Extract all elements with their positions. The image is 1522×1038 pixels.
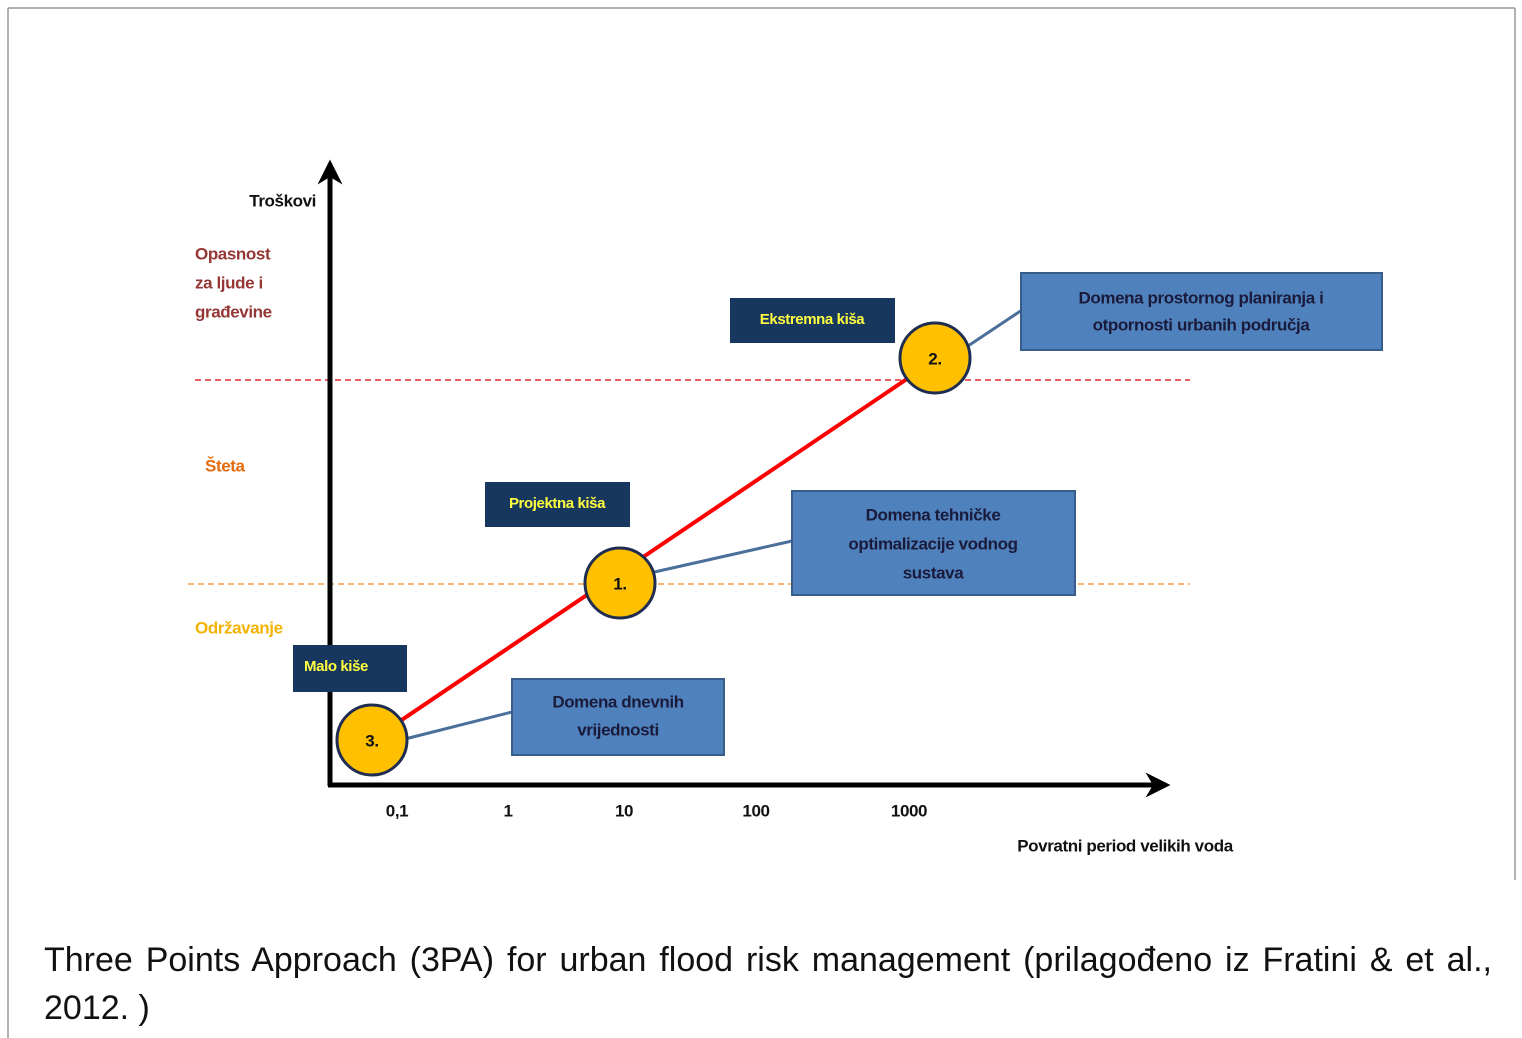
connectors	[404, 308, 1023, 741]
domain-box	[511, 678, 725, 756]
point-circle	[335, 703, 409, 777]
rain-label: Ekstremna kiša	[760, 311, 866, 328]
zone-label: Šteta	[205, 456, 246, 475]
domain-text: vrijednosti	[577, 720, 659, 739]
point-circle	[898, 321, 972, 395]
caption: Three Points Approach (3PA) for urban fl…	[44, 941, 1492, 1027]
rain-box	[730, 298, 895, 343]
point-label: 1.	[613, 574, 626, 593]
rain-label: Projektna kiša	[509, 495, 606, 512]
x-axis-label: Povratni period velikih voda	[1017, 836, 1233, 855]
x-tick-label: 0,1	[386, 801, 408, 820]
zone-label: građevine	[195, 302, 272, 321]
x-tick-label: 1000	[891, 801, 927, 820]
domain-text: Domena tehničke	[866, 505, 1001, 524]
rain-label: Malo kiše	[304, 658, 368, 675]
domain-box	[1020, 272, 1383, 351]
domain-text: sustava	[903, 563, 964, 582]
domain-text: optimalizacije vodnog	[848, 534, 1017, 553]
x-tick-label: 1	[503, 801, 512, 820]
rain-box	[485, 482, 630, 527]
frame	[7, 7, 1516, 1038]
y-axis-label: Troškovi	[249, 191, 316, 210]
zone-label: Održavanje	[195, 618, 283, 637]
domain-box	[791, 490, 1076, 596]
domain-text: otpornosti urbanih područja	[1093, 315, 1311, 334]
domain-text: Domena prostornog planiranja i	[1079, 288, 1324, 307]
trend-line	[370, 358, 937, 742]
point-label: 3.	[365, 731, 378, 750]
x-tick-label: 100	[742, 801, 769, 820]
rain-box	[293, 645, 407, 692]
domain-text: Domena dnevnih	[552, 692, 683, 711]
point-circle	[583, 546, 657, 620]
zone-label: Opasnost	[195, 244, 271, 263]
zone-label: za ljude i	[195, 273, 263, 292]
x-tick-label: 10	[615, 801, 633, 820]
point-label: 2.	[928, 349, 941, 368]
